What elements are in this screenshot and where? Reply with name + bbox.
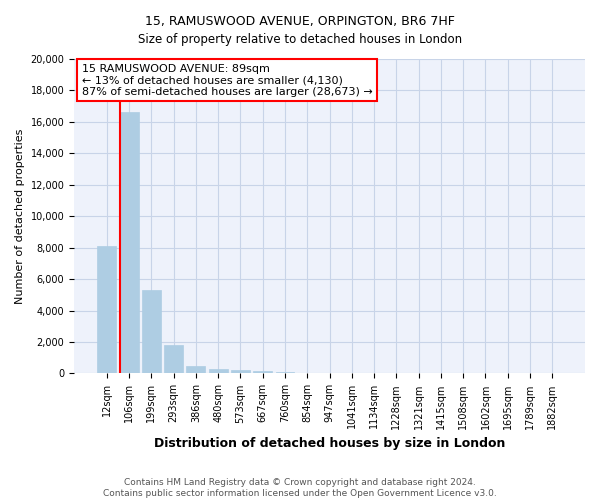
Bar [275,372,295,374]
Y-axis label: Number of detached properties: Number of detached properties [15,128,25,304]
Bar [231,370,250,374]
Bar [164,345,183,374]
Text: 15 RAMUSWOOD AVENUE: 89sqm
← 13% of detached houses are smaller (4,130)
87% of s: 15 RAMUSWOOD AVENUE: 89sqm ← 13% of deta… [82,64,373,97]
Bar [97,246,116,374]
Bar [187,366,205,374]
Bar [142,290,161,374]
Bar [119,112,139,374]
Bar [209,368,227,374]
Text: 15, RAMUSWOOD AVENUE, ORPINGTON, BR6 7HF: 15, RAMUSWOOD AVENUE, ORPINGTON, BR6 7HF [145,15,455,28]
Bar [253,372,272,374]
Bar [298,373,317,374]
Text: Contains HM Land Registry data © Crown copyright and database right 2024.
Contai: Contains HM Land Registry data © Crown c… [103,478,497,498]
X-axis label: Distribution of detached houses by size in London: Distribution of detached houses by size … [154,437,505,450]
Text: Size of property relative to detached houses in London: Size of property relative to detached ho… [138,32,462,46]
